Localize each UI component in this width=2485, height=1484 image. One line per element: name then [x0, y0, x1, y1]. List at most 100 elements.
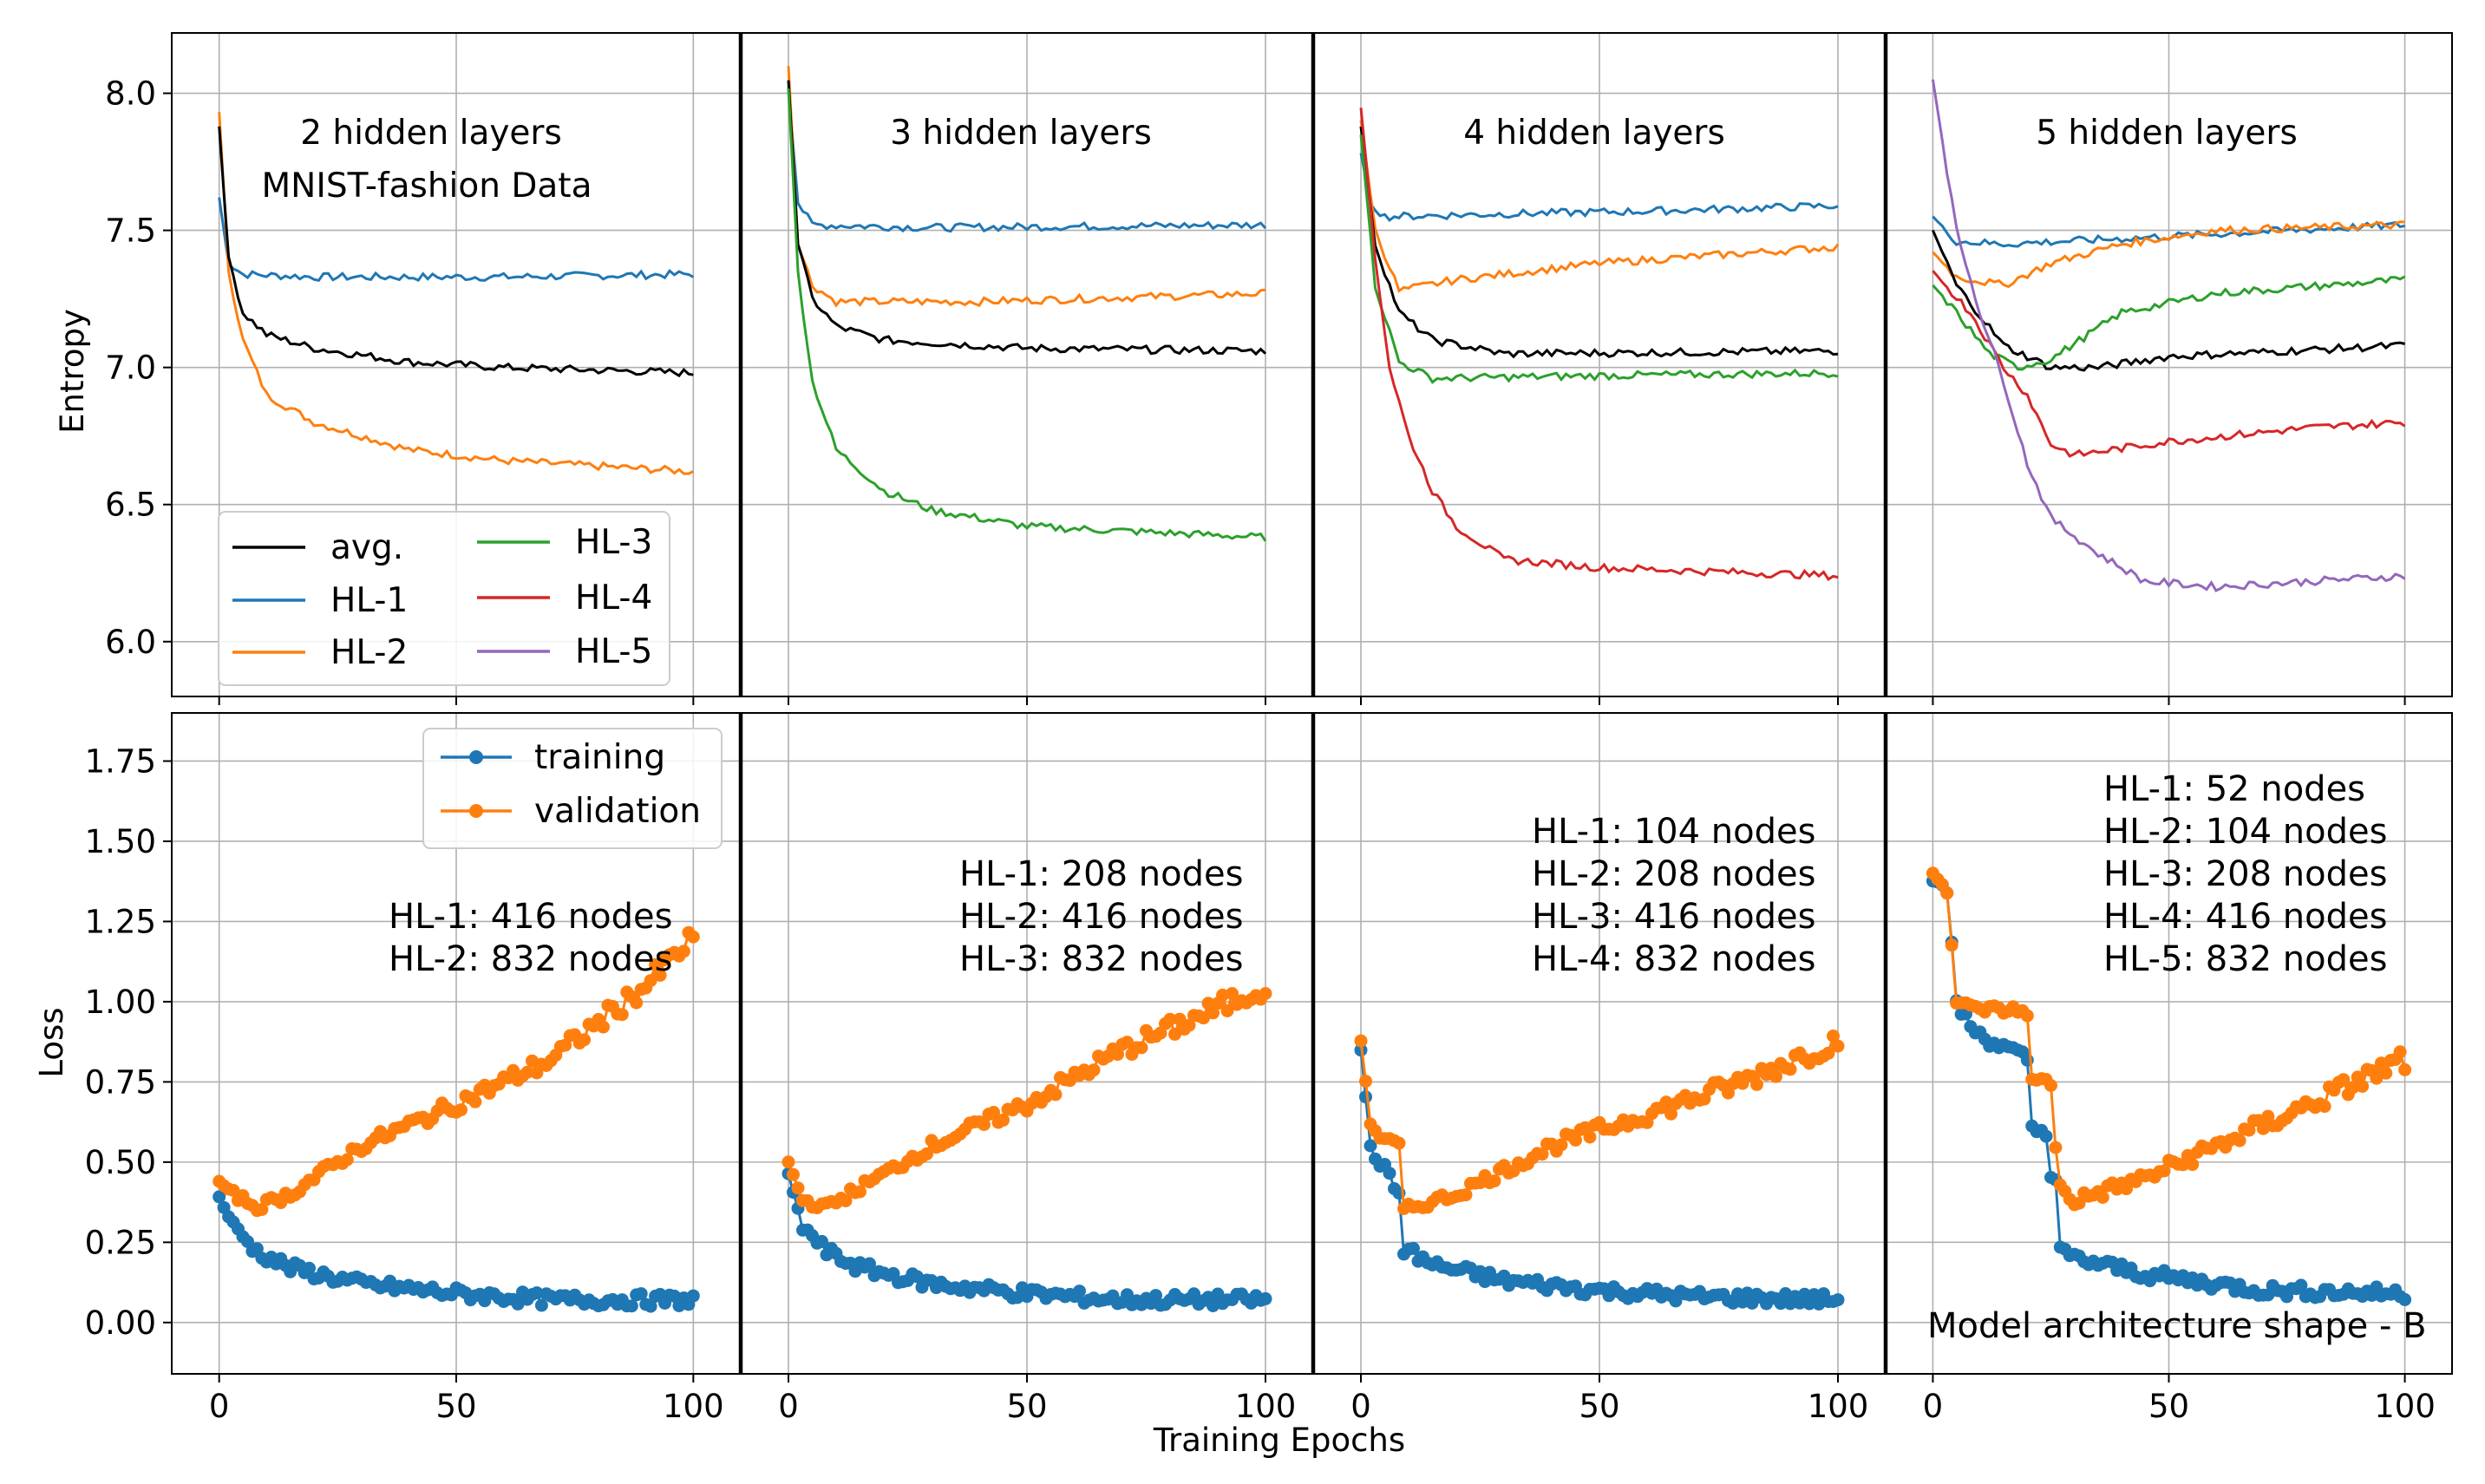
data-point — [1383, 1167, 1396, 1180]
y-tick-label: 6.0 — [105, 624, 156, 661]
data-point — [1168, 1027, 1181, 1041]
data-point — [2020, 1009, 2034, 1023]
series-line-avg — [218, 126, 694, 378]
legend-frame — [218, 511, 670, 686]
data-point — [815, 1234, 828, 1248]
data-point — [213, 1190, 226, 1204]
data-point — [644, 1299, 657, 1313]
data-point — [2049, 1141, 2063, 1154]
legend-label: validation — [534, 792, 701, 831]
data-point — [1831, 1039, 1845, 1053]
data-point — [1945, 938, 1959, 952]
data-point — [1182, 1018, 1196, 1032]
data-point — [1392, 1136, 1406, 1150]
data-point — [1459, 1188, 1473, 1202]
node-annotation: HL-2: 208 nodes — [1532, 854, 1815, 894]
data-point — [1659, 1095, 1673, 1109]
data-point — [791, 1181, 805, 1195]
data-point — [686, 1289, 700, 1303]
data-point — [597, 1020, 610, 1034]
data-point — [1669, 1294, 1683, 1308]
data-point — [1583, 1130, 1597, 1144]
data-point — [1259, 987, 1272, 1000]
data-point — [1121, 1036, 1134, 1049]
markers-validation — [781, 987, 1272, 1215]
panel-title-4: 5 hidden layers — [2036, 114, 2298, 153]
data-point — [625, 1299, 638, 1313]
data-point — [677, 945, 690, 958]
x-tick-label: 50 — [2148, 1388, 2189, 1425]
y-tick-label: 7.0 — [105, 350, 156, 387]
data-point — [653, 968, 667, 982]
series-line-avg — [787, 80, 1267, 356]
data-point — [1087, 1063, 1101, 1077]
shape-label: Model architecture shape - B — [1927, 1306, 2427, 1346]
data-point — [2398, 1292, 2412, 1306]
data-point — [1049, 1088, 1063, 1102]
data-point — [1407, 1241, 1420, 1255]
dataset-label: MNIST-fashion Data — [262, 167, 592, 206]
legend-label: avg. — [330, 528, 403, 567]
node-annotation: HL-5: 832 nodes — [2103, 939, 2387, 979]
y-tick-label: 0.75 — [85, 1063, 156, 1101]
data-point — [1488, 1174, 1501, 1188]
data-point — [534, 1298, 548, 1312]
markers-training — [1354, 1043, 1845, 1311]
x-tick-label: 0 — [209, 1388, 230, 1425]
data-point — [1741, 1286, 1754, 1300]
data-point — [839, 1194, 853, 1207]
data-point — [1359, 1075, 1372, 1088]
legend-label: HL-1 — [330, 581, 408, 620]
data-point — [2393, 1045, 2407, 1059]
y-tick-label: 1.25 — [85, 903, 156, 940]
data-point — [1226, 987, 1239, 1000]
data-point — [2356, 1080, 2370, 1093]
data-point — [530, 1286, 544, 1300]
data-point — [2186, 1158, 2200, 1172]
legend-label: HL-4 — [575, 579, 652, 618]
panel-title-2: 3 hidden layers — [890, 114, 1152, 153]
data-point — [303, 1261, 316, 1275]
markers-validation — [1926, 866, 2412, 1212]
panel-title-3: 4 hidden layers — [1463, 114, 1725, 153]
data-point — [1187, 1287, 1200, 1301]
data-point — [987, 1106, 1000, 1119]
data-point — [1363, 1139, 1377, 1153]
data-point — [468, 1095, 482, 1108]
data-point — [507, 1063, 520, 1077]
legend-marker-training — [469, 750, 483, 764]
y-tick-label: 1.00 — [85, 984, 156, 1021]
data-point — [454, 1103, 468, 1117]
x-tick-label: 0 — [778, 1388, 799, 1425]
y-tick-label: 8.0 — [105, 75, 156, 113]
legend-label: HL-3 — [575, 523, 652, 562]
y-tick-label: 0.00 — [85, 1304, 156, 1342]
data-point — [615, 1008, 629, 1022]
node-annotation: HL-2: 832 nodes — [389, 939, 672, 979]
data-point — [2157, 1164, 2171, 1178]
data-point — [1220, 1004, 1234, 1017]
data-point — [1940, 886, 1954, 900]
data-point — [978, 1118, 991, 1131]
data-point — [2096, 1191, 2109, 1204]
data-point — [2072, 1196, 2086, 1210]
data-point — [1135, 1041, 1148, 1055]
series-line-hl-3 — [1932, 275, 2406, 371]
series-line-hl-1 — [1359, 153, 1839, 222]
x-tick-label: 0 — [1923, 1388, 1944, 1425]
data-point — [1821, 1046, 1835, 1060]
y-tick-label: 0.25 — [85, 1224, 156, 1261]
y-tick-label: 1.50 — [85, 823, 156, 860]
x-tick-label: 100 — [2374, 1388, 2436, 1425]
node-annotation: HL-1: 416 nodes — [389, 897, 672, 937]
data-point — [2242, 1123, 2256, 1137]
data-point — [578, 1033, 592, 1047]
node-annotation: HL-4: 416 nodes — [2103, 897, 2387, 937]
data-point — [1769, 1069, 1782, 1083]
legend-label: HL-5 — [575, 632, 652, 671]
loss-legend: training validation — [422, 728, 723, 849]
data-point — [1783, 1062, 1797, 1076]
data-point — [1474, 1265, 1487, 1278]
data-point — [1354, 1034, 1368, 1048]
